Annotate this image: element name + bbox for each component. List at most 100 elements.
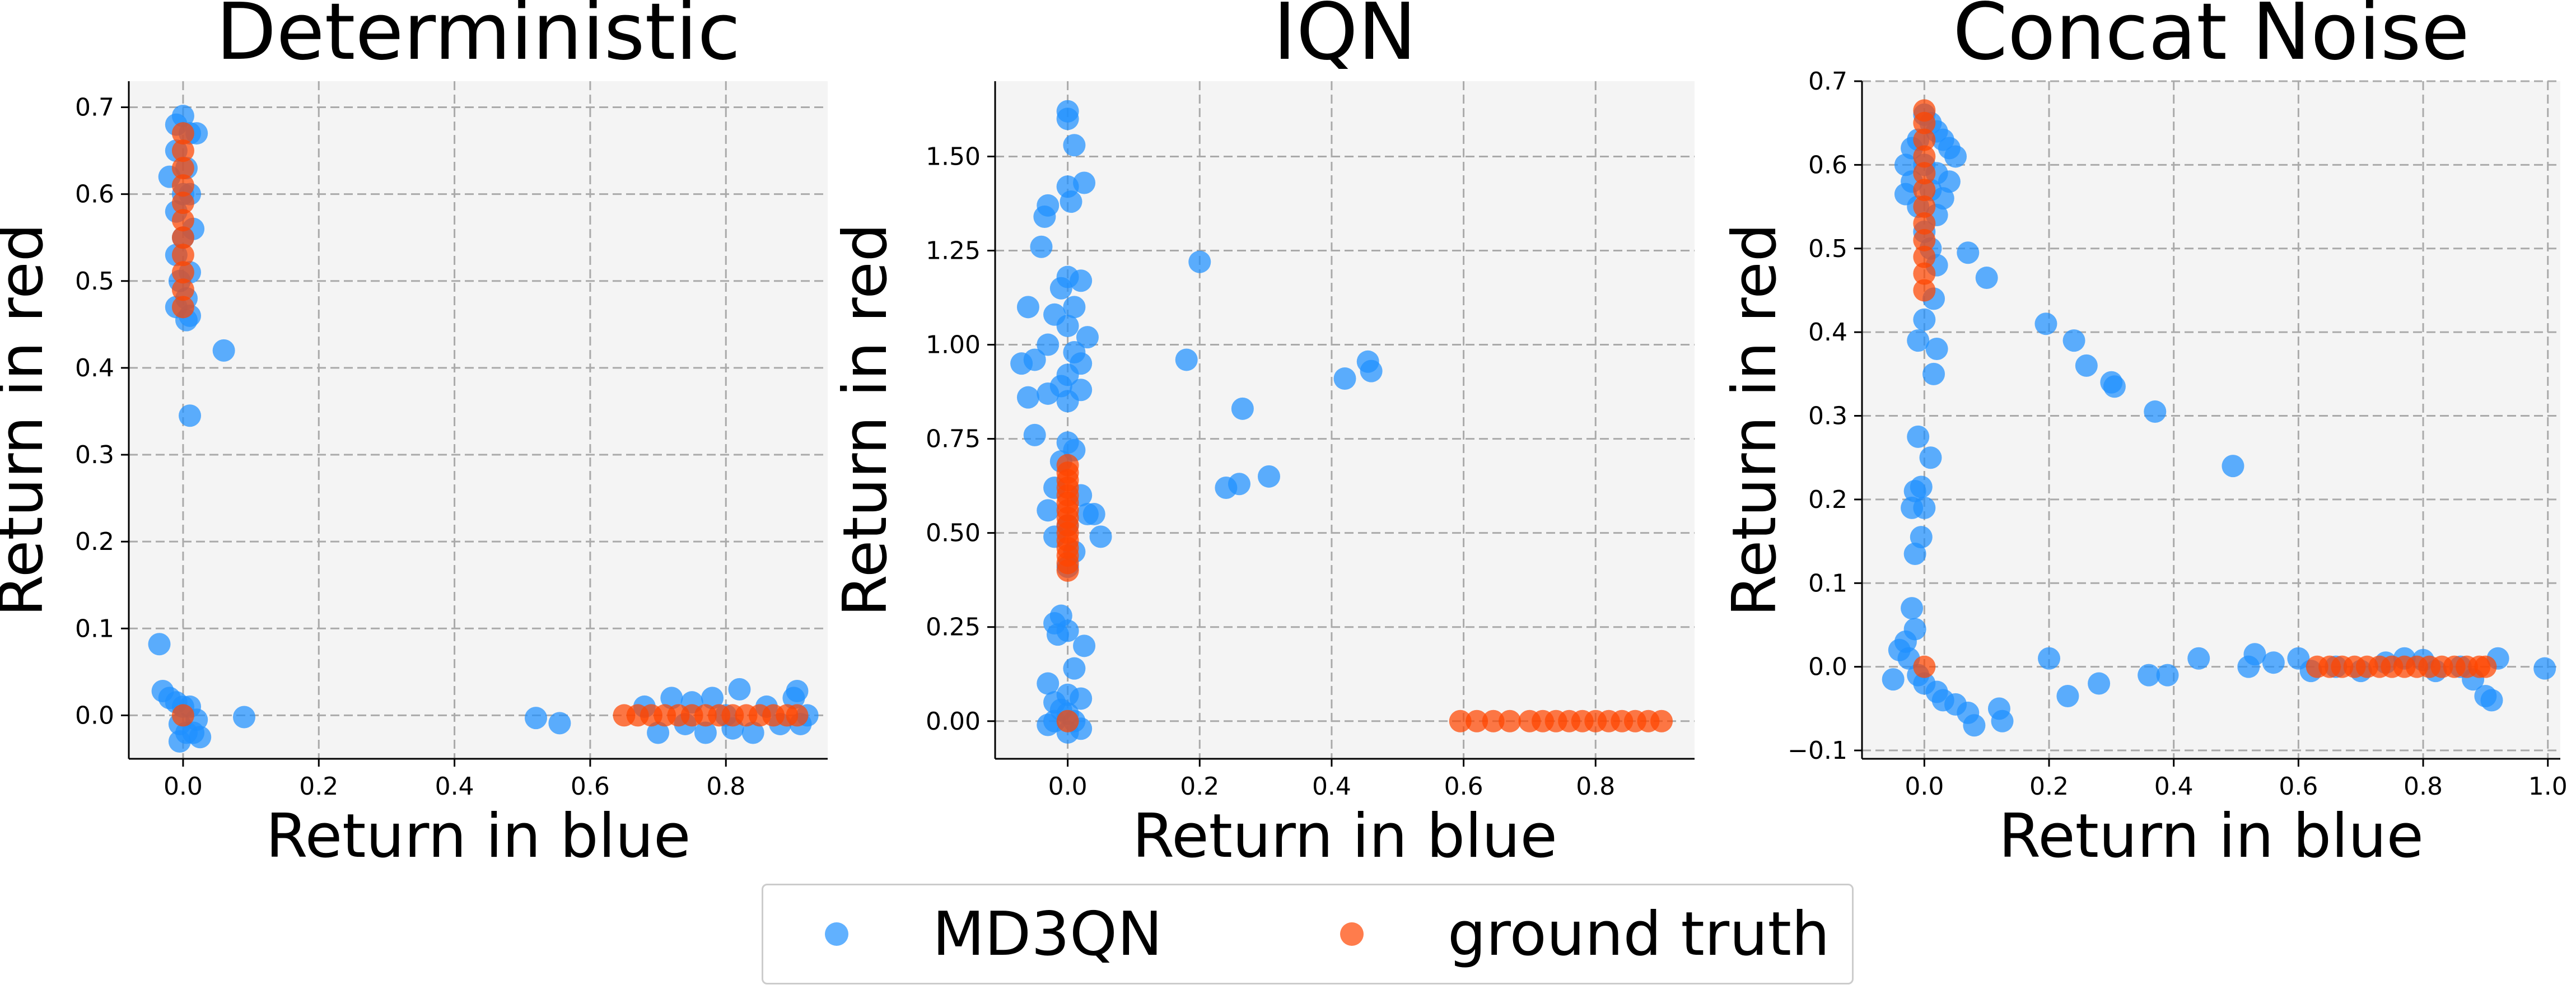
panel-2-point-ground-truth xyxy=(1499,710,1522,732)
panel-1-point-ground-truth xyxy=(171,226,194,249)
panel-2-point-md3qn xyxy=(1023,423,1046,446)
panel-1-xtick-label: 0.0 xyxy=(164,772,203,801)
panel-2-point-md3qn xyxy=(1070,687,1093,710)
panel-1-xtick-label: 0.2 xyxy=(299,772,338,801)
panel-2-point-md3qn xyxy=(1046,623,1069,646)
panel-3-point-ground-truth xyxy=(1913,99,1936,122)
panel-3-point-md3qn xyxy=(2075,354,2098,377)
panel-3-point-md3qn xyxy=(1901,597,1924,620)
panel-2-point-md3qn xyxy=(1056,108,1079,130)
panel-1-point-md3qn xyxy=(524,707,547,730)
panel-3-ytick-label: 0.4 xyxy=(1808,318,1847,347)
panel-2-point-md3qn xyxy=(1175,348,1198,371)
panel-3-point-ground-truth xyxy=(1913,245,1936,268)
panel-1-point-md3qn xyxy=(212,339,235,362)
panel-3-point-md3qn xyxy=(1903,543,1926,566)
legend-label-md3qn: MD3QN xyxy=(932,899,1163,969)
panel-3-point-md3qn xyxy=(2222,455,2244,478)
panel-3-title: Concat Noise xyxy=(1953,0,2470,78)
panel-2-ytick-label: 0.50 xyxy=(926,519,981,548)
panel-2-point-ground-truth xyxy=(1466,710,1488,732)
panel-2-ytick-label: 1.00 xyxy=(926,331,981,360)
panel-3-ytick-label: 0.1 xyxy=(1808,569,1847,598)
panel-3-point-ground-truth xyxy=(1913,195,1936,218)
panel-1-xtick-label: 0.4 xyxy=(435,772,474,801)
panel-1-point-ground-truth xyxy=(171,209,194,232)
panel-2-xtick-label: 0.4 xyxy=(1312,772,1351,801)
panel-3-point-md3qn xyxy=(2034,312,2057,335)
panel-1-point-md3qn xyxy=(232,706,255,729)
panel-3-point-md3qn xyxy=(1910,475,1933,498)
panel-2-point-md3qn xyxy=(1037,382,1060,405)
panel-1-point-ground-truth xyxy=(171,261,194,284)
panel-1-point-md3qn xyxy=(660,687,683,710)
panel-2-point-ground-truth xyxy=(1650,710,1673,732)
panel-1-point-md3qn xyxy=(694,721,717,744)
panel-3-point-md3qn xyxy=(1907,329,1930,352)
panel-2-point-ground-truth xyxy=(1056,454,1079,477)
panel-3-ytick-label: 0.7 xyxy=(1808,67,1847,96)
panel-1-point-ground-truth xyxy=(171,157,194,180)
panel-3-point-md3qn xyxy=(2138,664,2160,687)
panel-1-x-label: Return in blue xyxy=(266,801,691,871)
panel-2-point-md3qn xyxy=(1060,190,1082,213)
panel-1-point-ground-truth xyxy=(171,296,194,319)
panel-2-xtick-label: 0.6 xyxy=(1444,772,1483,801)
panel-1-point-ground-truth xyxy=(171,244,194,267)
panel-3-point-ground-truth xyxy=(1913,145,1936,168)
panel-3-point-md3qn xyxy=(1913,308,1936,331)
panel-1-point-ground-truth xyxy=(786,704,809,727)
panel-1-ytick-label: 0.1 xyxy=(75,614,114,643)
panel-1-ytick-label: 0.7 xyxy=(75,94,114,122)
panel-3-point-md3qn xyxy=(1925,338,1948,361)
panel-2-point-md3qn xyxy=(1063,134,1086,157)
panel-3-xtick-label: 0.0 xyxy=(1905,772,1944,801)
panel-3-ytick-label: 0.2 xyxy=(1808,486,1847,514)
panel-2-point-md3qn xyxy=(1037,499,1060,522)
panel-3-point-md3qn xyxy=(2187,647,2210,670)
panel-3-point-md3qn xyxy=(1991,710,2014,732)
panel-3-point-ground-truth xyxy=(1913,228,1936,251)
panel-3-point-md3qn xyxy=(2533,657,2556,680)
panel-2-x-label: Return in blue xyxy=(1132,801,1557,871)
panel-3-xtick-label: 0.8 xyxy=(2404,772,2443,801)
panel-1-point-md3qn xyxy=(148,633,171,656)
panel-1-point-md3qn xyxy=(168,730,191,753)
panel-2-title: IQN xyxy=(1273,0,1416,78)
panel-2-point-md3qn xyxy=(1033,206,1056,228)
panel-2-ytick-label: 1.50 xyxy=(926,142,981,171)
panel-1-point-md3qn xyxy=(647,721,670,744)
panel-3-point-md3qn xyxy=(1944,145,1967,168)
panel-3-ytick-label: −0.1 xyxy=(1788,736,1847,765)
panel-3-point-md3qn xyxy=(2156,664,2179,687)
panel-1-y-label: Return in red xyxy=(0,223,57,617)
panel-2-ytick-label: 0.25 xyxy=(926,613,981,642)
panel-1-xtick-label: 0.8 xyxy=(706,772,745,801)
panel-3-point-md3qn xyxy=(1922,362,1945,385)
panel-2-point-md3qn xyxy=(1333,367,1356,390)
panel-1-ytick-label: 0.6 xyxy=(75,180,114,209)
panel-2-point-md3qn xyxy=(1070,269,1093,292)
panel-2-point-md3qn xyxy=(1016,386,1039,409)
panel-1-ytick-label: 0.0 xyxy=(75,701,114,730)
legend-label-ground-truth: ground truth xyxy=(1448,899,1830,969)
panel-3-x-label: Return in blue xyxy=(1999,801,2424,871)
panel-3-ytick-label: 0.3 xyxy=(1808,402,1847,431)
panel-3-point-md3qn xyxy=(2038,647,2061,670)
panel-3-xtick-label: 0.4 xyxy=(2154,772,2194,801)
panel-2-point-md3qn xyxy=(1228,473,1250,496)
panel-2-point-md3qn xyxy=(1257,465,1280,488)
panel-1-title: Deterministic xyxy=(216,0,741,78)
panel-2-point-md3qn xyxy=(1016,296,1039,319)
panel-2-point-md3qn xyxy=(1231,397,1254,420)
panel-3-point-ground-truth xyxy=(1913,128,1936,151)
panel-3-point-md3qn xyxy=(2056,684,2079,707)
panel-3-point-md3qn xyxy=(1882,668,1905,691)
panel-3-ytick-label: 0.5 xyxy=(1808,235,1847,263)
panel-2-point-md3qn xyxy=(1037,672,1060,695)
panel-1-ytick-label: 0.2 xyxy=(75,528,114,556)
panel-1-point-md3qn xyxy=(728,678,751,701)
legend-item-md3qn: MD3QN xyxy=(825,885,1163,983)
panel-3-y-label: Return in red xyxy=(1720,223,1790,617)
